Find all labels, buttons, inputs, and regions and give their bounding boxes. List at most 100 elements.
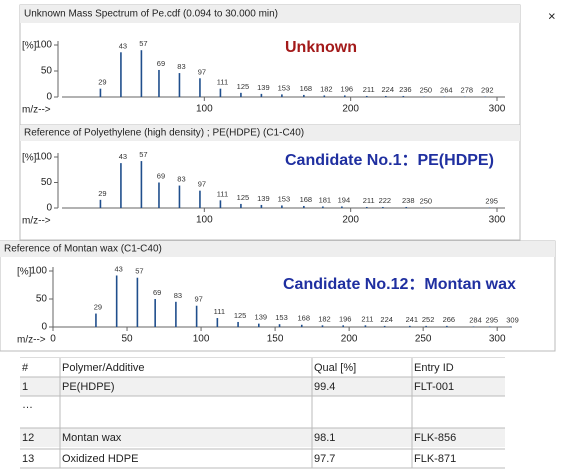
peak-label: 111 (217, 189, 228, 198)
table-cell: 1 (22, 381, 28, 393)
spectrum-title: Unknown (285, 39, 357, 56)
x-tick-label: 100 (196, 215, 213, 226)
peak-label: 284 (469, 315, 482, 324)
peak-label: 182 (320, 84, 333, 93)
y-tick-label: 100 (35, 152, 52, 163)
peak-label: 43 (114, 264, 122, 273)
x-tick-label: 100 (193, 334, 210, 345)
y-axis-label: [%] (22, 41, 37, 52)
panel-header (20, 125, 520, 141)
peak-label: 181 (319, 195, 332, 204)
peak-label: 111 (217, 78, 228, 87)
y-tick-label: 100 (30, 266, 47, 277)
peak-label: 309 (506, 315, 519, 324)
peak-label: 69 (157, 59, 165, 68)
peak-label: 250 (420, 85, 433, 94)
peak-label: 29 (94, 303, 102, 312)
y-tick-label: 50 (36, 294, 48, 305)
y-axis-label: [%] (17, 267, 32, 278)
spectrum-title: Candidate No.12：Montan wax (283, 276, 516, 293)
spectrum-title: Candidate No.1：PE(HDPE) (285, 152, 494, 169)
table-row (20, 428, 505, 447)
peak-label: 97 (194, 295, 202, 304)
peak-label: 97 (198, 67, 206, 76)
peak-label: 168 (300, 195, 313, 204)
peak-label: 194 (338, 195, 351, 204)
table-cell: FLK-871 (414, 453, 456, 465)
peak-label: 125 (234, 311, 247, 320)
column-header: Qual [%] (314, 362, 356, 374)
x-tick-label: 300 (489, 215, 506, 226)
peak-label: 266 (443, 315, 456, 324)
peak-label: 83 (177, 175, 185, 184)
column-header: Entry ID (414, 362, 454, 374)
peak-label: 57 (135, 267, 143, 276)
table-row (20, 449, 505, 468)
peak-label: 83 (177, 62, 185, 71)
table-cell: FLK-856 (414, 432, 456, 444)
table-cell: 98.1 (314, 432, 335, 444)
x-axis-label: m/z--> (22, 216, 51, 227)
table-cell: … (22, 399, 33, 411)
peak-label: 125 (237, 82, 250, 91)
y-tick-label: 50 (41, 66, 53, 77)
peak-label: 153 (278, 194, 291, 203)
y-tick-label: 0 (46, 203, 52, 214)
peak-label: 224 (380, 315, 393, 324)
x-axis-label: m/z--> (22, 105, 51, 116)
peak-label: 222 (379, 196, 392, 205)
table-cell: FLT-001 (414, 381, 454, 393)
close-icon[interactable]: × (548, 8, 556, 23)
peak-label: 125 (237, 193, 250, 202)
table-cell: PE(HDPE) (62, 381, 115, 393)
panel-header-text: Reference of Montan wax (C1-C40) (4, 244, 162, 255)
peak-label: 196 (339, 314, 352, 323)
peak-label: 29 (98, 78, 106, 87)
peak-label: 211 (361, 314, 373, 323)
peak-label: 139 (257, 194, 270, 203)
table-header-row (20, 358, 505, 377)
peak-label: 168 (297, 314, 310, 323)
y-axis-label: [%] (22, 153, 37, 164)
peak-label: 196 (341, 84, 354, 93)
y-tick-label: 100 (35, 40, 52, 51)
panel-header-text: Unknown Mass Spectrum of Pe.cdf (0.094 t… (24, 9, 278, 20)
panel (19, 4, 521, 126)
x-tick-label: 100 (196, 104, 213, 115)
peak-label: 278 (461, 85, 474, 94)
peak-label: 43 (119, 152, 127, 161)
peak-label: 250 (420, 196, 433, 205)
peak-label: 57 (139, 39, 147, 48)
table-cell: 13 (22, 453, 34, 465)
panel-header (0, 241, 555, 257)
column-header: Polymer/Additive (62, 362, 145, 374)
peak-label: 168 (300, 84, 313, 93)
x-tick-label: 300 (489, 334, 506, 345)
column-header: # (22, 362, 29, 374)
peak-label: 224 (382, 85, 395, 94)
peak-label: 241 (406, 315, 419, 324)
x-tick-label: 250 (415, 334, 432, 345)
y-tick-label: 50 (41, 177, 53, 188)
peak-label: 153 (275, 313, 288, 322)
x-tick-label: 150 (267, 334, 284, 345)
table-row (20, 396, 505, 426)
table-cell: Montan wax (62, 432, 122, 444)
peak-label: 238 (402, 196, 415, 205)
peak-label: 111 (214, 307, 225, 316)
x-tick-label: 200 (342, 215, 359, 226)
y-tick-label: 0 (46, 92, 52, 103)
peak-label: 295 (486, 315, 499, 324)
panel-header (20, 5, 520, 23)
y-tick-label: 0 (41, 322, 47, 333)
table-cell: Oxidized HDPE (62, 453, 138, 465)
table-cell: 12 (22, 432, 34, 444)
peak-label: 69 (153, 288, 161, 297)
peak-label: 139 (257, 83, 270, 92)
peak-label: 211 (363, 196, 375, 205)
peak-label: 139 (255, 313, 268, 322)
peak-label: 57 (139, 150, 147, 159)
peak-label: 182 (318, 314, 331, 323)
peak-label: 264 (440, 85, 453, 94)
